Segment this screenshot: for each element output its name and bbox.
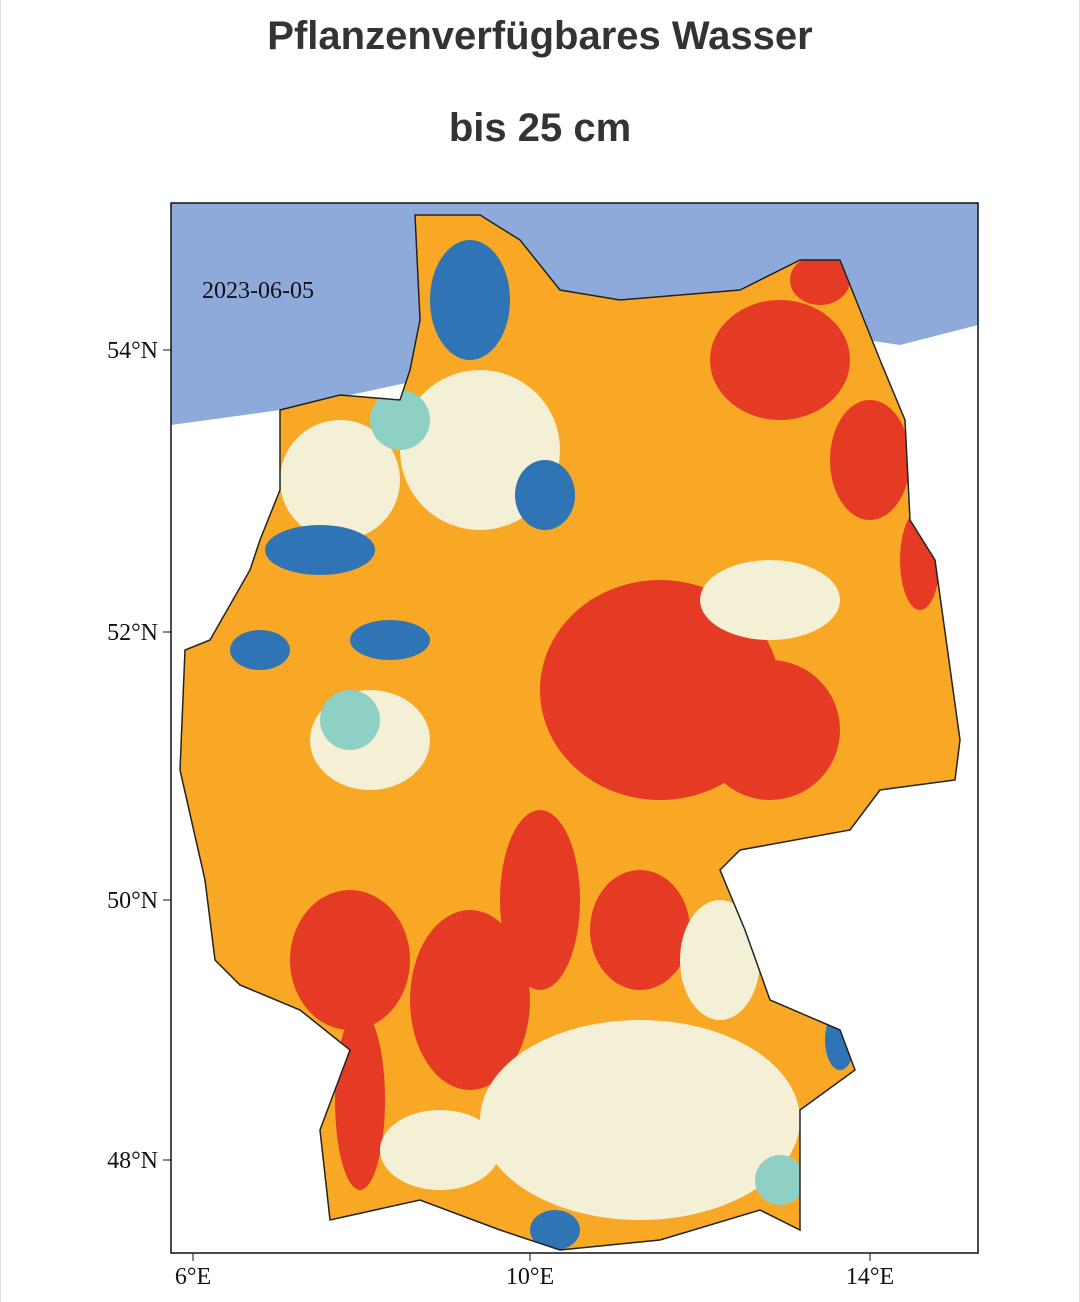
lat-label: 54°N [107,338,158,364]
lat-label: 52°N [107,620,158,646]
map: 2023-06-05 54°N 52°N 50°N 48°N 6°E 10°E … [88,188,992,1302]
date-label: 2023-06-05 [202,278,314,304]
subtitle: bis 25 cm [448,106,632,150]
lon-label: 6°E [175,1264,211,1290]
lon-label: 10°E [506,1264,554,1290]
lat-label: 50°N [107,888,158,914]
lon-label: 14°E [846,1264,894,1290]
title: Pflanzenverfügbares Wasser [267,14,813,58]
lat-label: 48°N [107,1148,158,1174]
plot-frame [170,202,979,1254]
lat-axis [163,349,871,1261]
